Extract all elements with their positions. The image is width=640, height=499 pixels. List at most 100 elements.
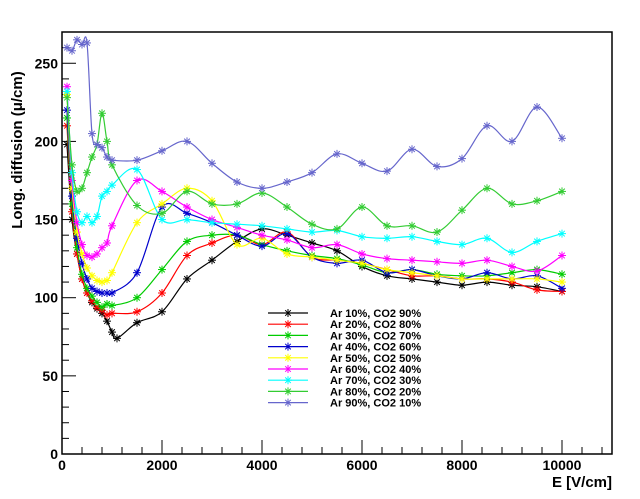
data-point xyxy=(308,228,316,237)
data-point xyxy=(83,264,91,273)
marker-stroke xyxy=(284,321,292,328)
marker-stroke xyxy=(208,239,216,247)
marker-stroke xyxy=(98,289,106,297)
data-point xyxy=(408,256,416,265)
legend-label: Ar 20%, CO2 80% xyxy=(330,319,421,331)
marker-stroke xyxy=(383,167,391,175)
marker-stroke xyxy=(208,232,216,239)
data-point xyxy=(158,289,166,298)
marker-stroke xyxy=(73,188,81,195)
marker-stroke xyxy=(73,244,81,251)
marker-stroke xyxy=(98,192,106,200)
series-line xyxy=(66,117,563,308)
marker-stroke xyxy=(88,130,96,137)
data-point xyxy=(73,35,81,44)
marker-stroke xyxy=(233,241,241,248)
marker-stroke xyxy=(108,328,116,336)
data-point xyxy=(308,253,316,262)
marker-stroke xyxy=(258,189,266,197)
marker-stroke xyxy=(533,238,541,245)
marker-stroke xyxy=(93,288,101,295)
data-point xyxy=(433,257,441,266)
data-point xyxy=(533,285,541,294)
data-point xyxy=(333,256,341,265)
marker-stroke xyxy=(458,282,466,289)
marker-stroke xyxy=(63,106,71,114)
data-point xyxy=(383,167,391,176)
legend-item: Ar 40%, CO2 60% xyxy=(268,342,421,354)
marker-stroke xyxy=(93,299,101,306)
data-point xyxy=(308,220,316,229)
x-tick-label: 2000 xyxy=(146,457,177,473)
marker-stroke xyxy=(233,200,241,208)
data-point xyxy=(283,203,291,212)
data-point xyxy=(93,249,101,258)
marker-stroke xyxy=(483,257,491,264)
data-point xyxy=(233,199,241,208)
data-point xyxy=(358,159,366,168)
marker-stroke xyxy=(183,210,191,217)
marker-stroke xyxy=(558,230,566,237)
series-3 xyxy=(63,113,566,312)
data-point xyxy=(113,334,121,343)
y-axis-title: Long. diffusion (μ/cm) xyxy=(9,71,26,229)
data-point xyxy=(183,237,191,246)
marker-stroke xyxy=(408,269,416,276)
marker-stroke xyxy=(458,260,466,267)
legend-item: Ar 20%, CO2 80% xyxy=(268,319,421,331)
x-tick-label: 0 xyxy=(58,457,66,473)
marker-stroke xyxy=(108,302,116,309)
data-point xyxy=(98,143,106,152)
data-point xyxy=(83,212,91,221)
data-point xyxy=(88,253,96,262)
legend-marker xyxy=(284,331,292,340)
marker-stroke xyxy=(258,232,266,239)
marker-stroke xyxy=(558,135,566,142)
marker-stroke xyxy=(358,260,366,267)
data-point xyxy=(103,187,111,196)
data-point xyxy=(258,184,266,193)
marker-stroke xyxy=(308,244,316,251)
plot-axes: 0 2000 4000 6000 8000 10000 0 50 100 150 200 250 xyxy=(35,31,613,473)
marker-stroke xyxy=(133,177,141,184)
data-point xyxy=(558,278,566,287)
marker-stroke xyxy=(133,166,141,173)
marker-stroke xyxy=(458,275,466,283)
marker-stroke xyxy=(133,269,141,276)
marker-stroke xyxy=(333,225,341,233)
legend-item: Ar 10%, CO2 90% xyxy=(268,308,421,320)
data-point xyxy=(93,298,101,307)
data-point xyxy=(383,234,391,243)
marker-stroke xyxy=(308,169,316,176)
data-point xyxy=(158,265,166,274)
data-point xyxy=(408,232,416,241)
marker-stroke xyxy=(183,252,191,259)
data-point xyxy=(183,203,191,212)
marker-stroke xyxy=(483,122,491,129)
marker-stroke xyxy=(558,285,566,292)
marker-stroke xyxy=(483,275,491,283)
data-point xyxy=(383,265,391,274)
marker-stroke xyxy=(308,239,316,247)
data-point xyxy=(103,289,111,298)
marker-stroke xyxy=(63,44,71,51)
marker-stroke xyxy=(208,219,216,226)
marker-stroke xyxy=(383,266,391,273)
data-point xyxy=(483,268,491,277)
marker-stroke xyxy=(233,178,241,186)
data-point xyxy=(63,93,71,102)
marker-stroke xyxy=(508,269,516,276)
data-point xyxy=(78,240,86,249)
legend-label: Ar 10%, CO2 90% xyxy=(330,308,421,320)
data-point xyxy=(183,215,191,224)
marker-stroke xyxy=(83,275,91,283)
marker-stroke xyxy=(533,275,541,283)
data-point xyxy=(133,165,141,174)
data-point xyxy=(98,303,106,312)
marker-stroke xyxy=(208,257,216,264)
series-6 xyxy=(63,82,566,276)
data-point xyxy=(108,268,116,277)
marker-stroke xyxy=(358,233,366,240)
data-point xyxy=(558,134,566,143)
data-point xyxy=(558,187,566,196)
